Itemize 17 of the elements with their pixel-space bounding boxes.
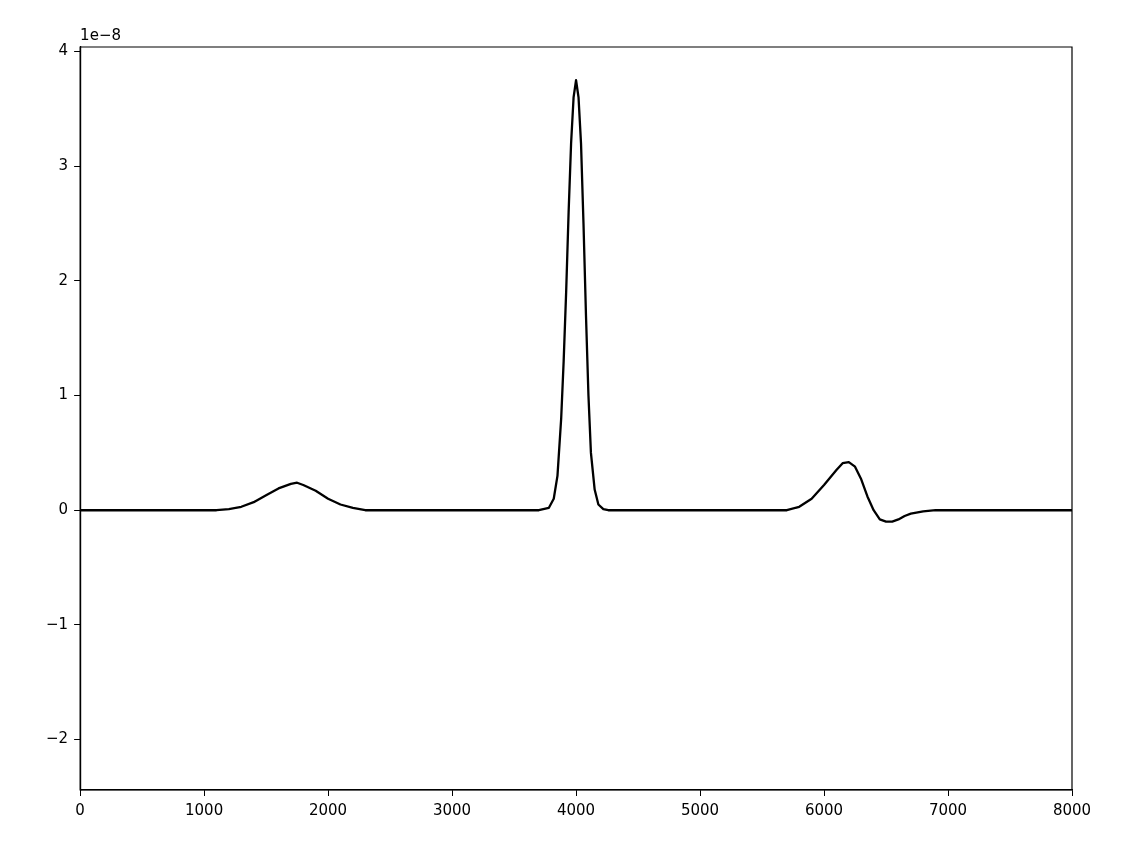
x-tick-label: 6000 [804,800,844,819]
x-tick-label: 7000 [928,800,968,819]
x-tick-label: 0 [75,800,85,819]
x-tick-label: 2000 [308,800,348,819]
y-tick-label: 2 [58,270,69,289]
x-tick-label: 5000 [680,800,720,819]
y-tick-label: 3 [58,156,69,175]
x-tick-label: 4000 [556,800,596,819]
y-tick-label: −1 [45,614,69,633]
y-tick-label: 1 [58,385,69,404]
x-tick-label: 3000 [432,800,472,819]
y-tick-label: −2 [45,729,69,748]
x-tick-label: 8000 [1052,800,1092,819]
y-tick-label: 4 [58,41,69,60]
x-tick-label: 1000 [185,800,224,819]
y-tick-label: 0 [58,500,69,519]
text: 1e−8 [80,26,121,45]
